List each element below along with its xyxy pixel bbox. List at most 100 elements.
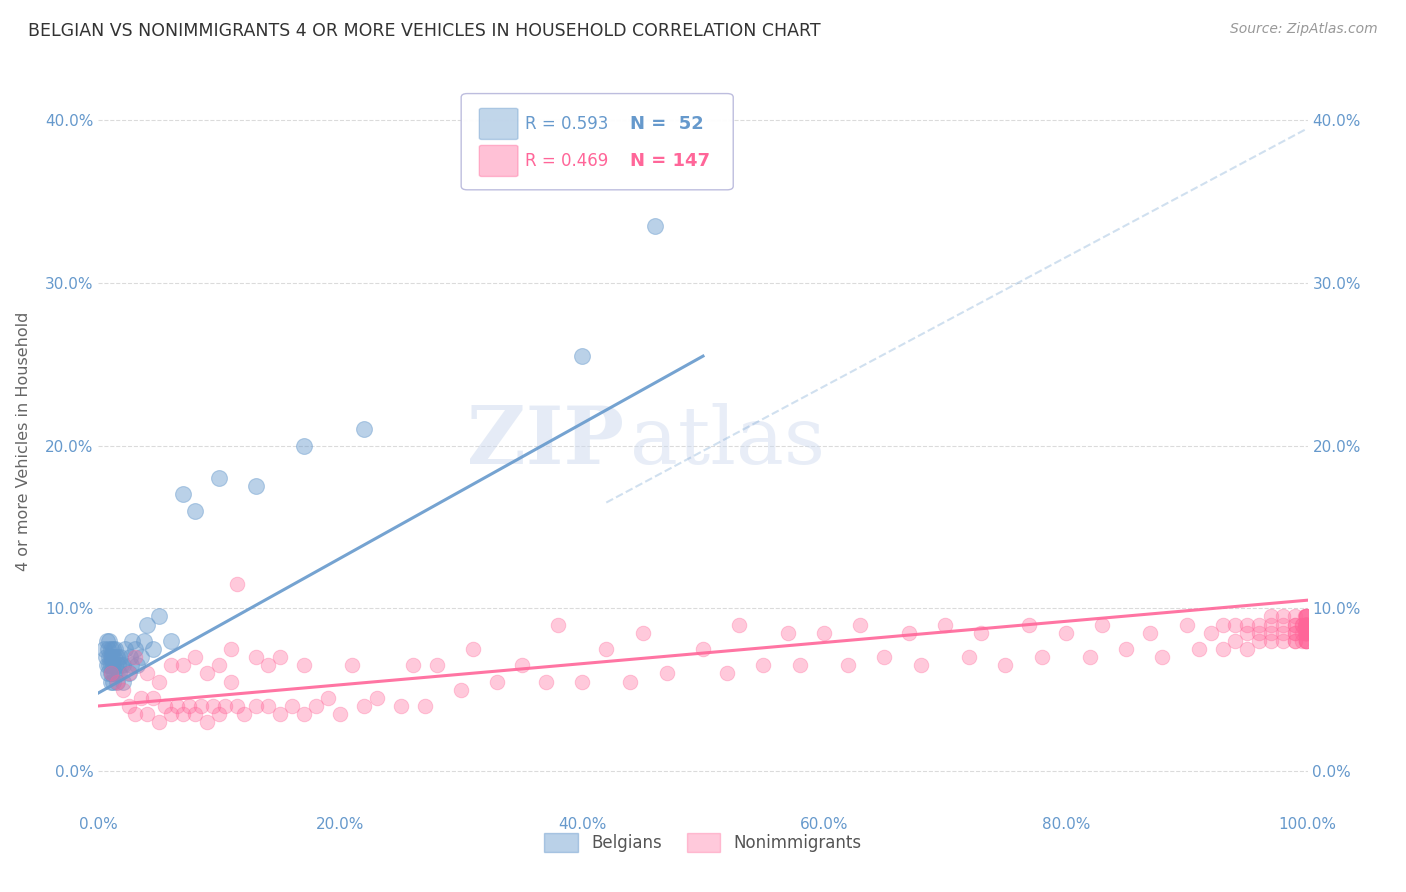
Point bbox=[1295, 617, 1317, 632]
Point bbox=[1284, 633, 1306, 648]
Point bbox=[100, 674, 122, 689]
Point bbox=[245, 650, 267, 665]
Point bbox=[1223, 617, 1246, 632]
Point bbox=[692, 642, 714, 657]
Point bbox=[1295, 609, 1317, 624]
Point bbox=[245, 698, 267, 713]
Point bbox=[1291, 617, 1313, 632]
Point bbox=[644, 219, 666, 233]
Text: Source: ZipAtlas.com: Source: ZipAtlas.com bbox=[1230, 22, 1378, 37]
Point bbox=[105, 674, 128, 689]
Point bbox=[1188, 642, 1211, 657]
Point bbox=[413, 698, 436, 713]
Point bbox=[837, 658, 859, 673]
Point bbox=[1284, 625, 1306, 640]
Point bbox=[1223, 633, 1246, 648]
Point bbox=[172, 707, 194, 722]
Point bbox=[124, 642, 146, 657]
Point bbox=[1291, 633, 1313, 648]
Point bbox=[111, 674, 134, 689]
Point bbox=[256, 698, 278, 713]
Point bbox=[105, 650, 128, 665]
Point bbox=[547, 617, 569, 632]
Point bbox=[148, 609, 170, 624]
Point bbox=[118, 666, 141, 681]
Point bbox=[571, 349, 593, 363]
Point bbox=[208, 658, 231, 673]
Point bbox=[1236, 625, 1258, 640]
Point bbox=[1199, 625, 1222, 640]
Point bbox=[1284, 609, 1306, 624]
Point bbox=[103, 666, 125, 681]
Y-axis label: 4 or more Vehicles in Household: 4 or more Vehicles in Household bbox=[17, 312, 31, 571]
Point bbox=[1260, 625, 1282, 640]
Point bbox=[1295, 625, 1317, 640]
Point bbox=[353, 698, 375, 713]
Point bbox=[184, 707, 207, 722]
Point bbox=[108, 650, 131, 665]
Point bbox=[292, 439, 315, 453]
Point bbox=[1284, 617, 1306, 632]
Point bbox=[486, 674, 509, 689]
Point bbox=[269, 650, 291, 665]
Point bbox=[256, 658, 278, 673]
Point bbox=[214, 698, 236, 713]
Text: R = 0.469: R = 0.469 bbox=[526, 152, 609, 170]
Point bbox=[571, 674, 593, 689]
Point bbox=[1260, 617, 1282, 632]
Point bbox=[1295, 609, 1317, 624]
Point bbox=[120, 658, 142, 673]
Point bbox=[184, 504, 207, 518]
Point bbox=[789, 658, 811, 673]
Point bbox=[1295, 617, 1317, 632]
Point bbox=[135, 666, 157, 681]
Point bbox=[1295, 617, 1317, 632]
Text: atlas: atlas bbox=[630, 402, 825, 481]
Point bbox=[148, 715, 170, 730]
Point bbox=[121, 633, 143, 648]
Point bbox=[631, 625, 654, 640]
Point bbox=[305, 698, 328, 713]
Point bbox=[97, 666, 120, 681]
Point bbox=[402, 658, 425, 673]
Point bbox=[1236, 642, 1258, 657]
Point bbox=[776, 625, 799, 640]
Point bbox=[221, 642, 243, 657]
Point bbox=[1295, 617, 1317, 632]
Point bbox=[849, 617, 872, 632]
Point bbox=[1054, 625, 1077, 640]
Point bbox=[281, 698, 304, 713]
Point bbox=[1249, 633, 1271, 648]
Point bbox=[100, 666, 122, 681]
Point bbox=[118, 650, 141, 665]
Point bbox=[226, 577, 249, 591]
Point bbox=[97, 642, 120, 657]
Text: N = 147: N = 147 bbox=[630, 152, 710, 170]
Point bbox=[1291, 625, 1313, 640]
Point bbox=[1295, 625, 1317, 640]
Point bbox=[104, 658, 127, 673]
Point bbox=[96, 658, 118, 673]
Point bbox=[100, 658, 122, 673]
Point bbox=[1295, 617, 1317, 632]
Point bbox=[389, 698, 412, 713]
Point bbox=[172, 658, 194, 673]
Point bbox=[1294, 625, 1316, 640]
Point bbox=[595, 642, 617, 657]
Point bbox=[124, 707, 146, 722]
Point bbox=[1249, 617, 1271, 632]
FancyBboxPatch shape bbox=[479, 145, 517, 177]
Point bbox=[1295, 617, 1317, 632]
Point bbox=[970, 625, 993, 640]
Point bbox=[1291, 617, 1313, 632]
Point bbox=[1295, 617, 1317, 632]
Point bbox=[910, 658, 932, 673]
Point bbox=[1272, 633, 1295, 648]
Point bbox=[166, 698, 188, 713]
Point bbox=[1260, 633, 1282, 648]
Point bbox=[1284, 625, 1306, 640]
Point bbox=[1295, 609, 1317, 624]
Point bbox=[1236, 617, 1258, 632]
Point bbox=[98, 658, 121, 673]
Point bbox=[1212, 617, 1234, 632]
